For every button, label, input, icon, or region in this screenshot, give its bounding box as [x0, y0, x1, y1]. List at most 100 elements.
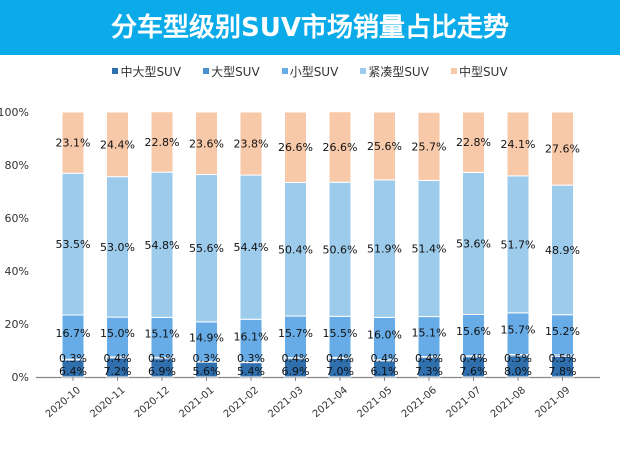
data-label: 14.9%	[189, 332, 224, 345]
data-label: 7.6%	[460, 365, 488, 378]
data-label: 24.1%	[501, 138, 536, 151]
bar-segment	[506, 111, 530, 177]
data-label: 7.0%	[326, 365, 354, 378]
bar-segment	[373, 111, 396, 181]
bar-segment	[61, 111, 85, 174]
legend-item: 中大型SUV	[112, 63, 181, 80]
x-tick-label: 2020-10	[44, 385, 83, 420]
data-label: 55.6%	[189, 242, 224, 255]
legend-label: 中大型SUV	[120, 64, 182, 79]
chart-title: 分车型级别SUV市场销量占比走势	[0, 0, 620, 55]
data-label: 6.9%	[148, 365, 176, 378]
data-label: 6.9%	[282, 365, 310, 378]
data-label: 27.6%	[545, 143, 580, 156]
legend-swatch	[281, 68, 288, 74]
legend-swatch	[203, 68, 210, 74]
x-tick-label: 2021-01	[177, 385, 216, 420]
data-label: 0.4%	[282, 352, 310, 365]
data-label: 15.1%	[412, 327, 447, 340]
legend-swatch	[112, 68, 119, 74]
data-label: 15.7%	[278, 327, 313, 340]
data-label: 26.6%	[323, 141, 358, 154]
data-label: 54.8%	[145, 239, 180, 252]
data-label: 50.6%	[323, 243, 358, 256]
data-label: 15.6%	[456, 325, 491, 338]
data-label: 23.8%	[234, 138, 269, 151]
bar-segment	[195, 111, 218, 176]
legend-swatch	[360, 68, 367, 74]
bar-segment	[284, 111, 307, 183]
data-label: 15.5%	[323, 327, 358, 340]
legend-label: 小型SUV	[289, 64, 339, 79]
legend-label: 紧凑型SUV	[368, 64, 429, 79]
data-label: 5.4%	[237, 365, 265, 378]
data-label: 25.7%	[412, 140, 447, 153]
x-tick-label: 2021-07	[444, 385, 483, 420]
data-label: 0.5%	[148, 352, 176, 365]
data-label: 23.1%	[56, 137, 91, 150]
data-label: 15.2%	[545, 325, 580, 338]
data-label: 0.3%	[193, 352, 221, 365]
x-tick-label: 2021-05	[355, 385, 394, 420]
data-label: 15.7%	[501, 324, 536, 337]
y-tick-label: 100%	[0, 106, 29, 119]
data-label: 15.0%	[100, 327, 135, 340]
data-label: 25.6%	[367, 140, 402, 153]
legend-item: 大型SUV	[203, 63, 260, 80]
data-label: 16.0%	[367, 329, 402, 342]
data-label: 0.4%	[415, 352, 443, 365]
data-label: 6.1%	[371, 365, 399, 378]
data-label: 26.6%	[278, 141, 313, 154]
data-label: 7.8%	[549, 365, 577, 378]
data-label: 16.1%	[234, 331, 269, 344]
bar-segment	[106, 111, 129, 178]
data-label: 6.4%	[59, 365, 87, 378]
x-tick-label: 2021-02	[222, 385, 261, 420]
data-label: 0.4%	[371, 352, 399, 365]
y-tick-label: 80%	[5, 159, 29, 172]
data-label: 22.8%	[145, 136, 180, 149]
x-tick-label: 2021-04	[311, 385, 350, 420]
data-label: 54.4%	[234, 241, 269, 254]
x-tick-label: 2021-09	[533, 385, 572, 420]
x-tick-label: 2020-11	[88, 385, 127, 420]
legend-item: 小型SUV	[281, 63, 339, 80]
y-tick-label: 0%	[12, 371, 29, 384]
bar-segment	[328, 111, 352, 183]
bar-segment	[417, 111, 441, 181]
data-label: 24.4%	[100, 138, 135, 151]
data-label: 53.0%	[100, 241, 135, 254]
data-label: 16.7%	[56, 327, 91, 340]
data-label: 5.6%	[193, 365, 221, 378]
x-tick-label: 2020-12	[133, 385, 172, 420]
data-label: 7.2%	[104, 365, 132, 378]
data-label: 7.3%	[415, 365, 443, 378]
bar-segment	[551, 111, 574, 186]
data-label: 0.4%	[104, 352, 132, 365]
data-label: 51.4%	[412, 242, 447, 255]
data-label: 23.6%	[189, 137, 224, 150]
bar-segment	[239, 111, 263, 176]
legend-label: 中型SUV	[458, 64, 508, 79]
data-label: 53.6%	[456, 237, 491, 250]
data-label: 0.3%	[59, 352, 87, 365]
data-label: 15.1%	[145, 327, 180, 340]
y-tick-label: 40%	[5, 265, 29, 278]
data-label: 8.0%	[504, 365, 532, 378]
legend-item: 中型SUV	[450, 63, 508, 80]
data-label: 48.9%	[545, 244, 580, 257]
data-label: 0.4%	[460, 352, 488, 365]
y-tick-label: 60%	[5, 212, 29, 225]
data-label: 51.7%	[501, 238, 536, 251]
data-label: 22.8%	[456, 136, 491, 149]
data-label: 0.4%	[326, 352, 354, 365]
x-tick-label: 2021-08	[489, 385, 528, 420]
legend-swatch	[450, 68, 457, 74]
data-label: 0.5%	[549, 352, 577, 365]
legend: 中大型SUV 大型SUV 小型SUV 紧凑型SUV 中型SUV	[0, 60, 620, 82]
data-label: 0.3%	[237, 352, 265, 365]
data-label: 51.9%	[367, 243, 402, 256]
legend-label: 大型SUV	[211, 64, 260, 79]
